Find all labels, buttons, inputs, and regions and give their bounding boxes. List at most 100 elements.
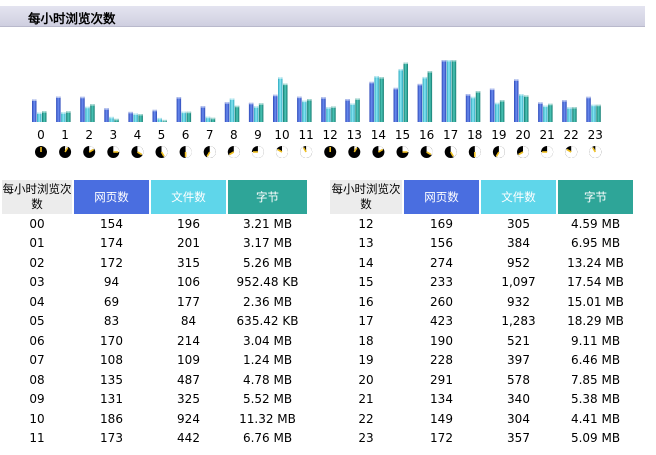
hour-cell: 05 [29,314,45,329]
hour-cell: 06 [29,333,45,348]
files-bar [374,75,379,122]
pages-bar-highlight [538,102,543,104]
table-row: 19 228 397 6.46 MB [330,351,633,371]
bytes-bar-highlight [596,104,601,107]
files-bar-highlight [229,98,235,100]
files-bar-highlight [61,112,66,114]
files-bar [133,113,138,122]
pages-cell: 172 [430,431,453,446]
hour-cell: 18 [358,333,374,348]
pages-bar [32,99,37,122]
col-header-files: 文件数 [481,180,556,214]
bytes-bar-highlight [427,71,433,73]
pages-cell: 69 [103,294,120,309]
bytes-bar [572,107,577,122]
pages-bar [321,97,326,122]
pages-cell: 135 [100,372,123,387]
hour-cell: 00 [29,216,45,231]
bytes-cell: 3.21 MB [242,216,293,231]
stats-table-left: 每小时浏览次数 网页数 文件数 字节 00 154 196 3.21 MB 01 174 2… [0,180,309,448]
hour-cell: 14 [358,255,374,270]
clock-hand-sector [300,146,313,159]
hour-cell: 22 [358,411,374,426]
pages-cell: 291 [430,372,453,387]
clock-hand [160,151,165,157]
table-row: 15 233 1,097 17.54 MB [330,273,633,293]
table-row: 06 170 214 3.04 MB [2,331,307,351]
files-bar-highlight [422,76,428,79]
table-row: 20 291 578 7.85 MB [330,370,633,390]
pages-bar-highlight [32,99,37,101]
hour-cell: 11 [29,431,45,446]
bytes-cell: 5.52 MB [242,392,293,407]
files-bar [446,60,452,122]
files-cell: 1,097 [501,275,536,290]
x-tick-label: 18 [467,128,482,142]
section-header: 每小时浏览次数 [0,6,645,27]
bytes-bar-highlight [283,83,288,86]
files-cell: 109 [177,353,200,368]
col-header-hour: 每小时浏览次数 [2,180,72,214]
pages-cell: 423 [430,314,453,329]
x-tick-label: 12 [323,128,338,142]
bytes-cell: 5.26 MB [242,255,293,270]
x-tick-label: 9 [254,128,262,142]
files-cell: 305 [507,216,530,231]
pages-bar-highlight [417,83,423,86]
files-bar-highlight [133,113,138,115]
files-bar-highlight [519,94,524,96]
x-tick-label: 2 [85,128,93,142]
x-tick-label: 4 [134,128,142,142]
table-row: 11 173 442 6.76 MB [2,429,307,449]
bytes-bar [210,117,216,122]
hour-cell: 15 [358,275,374,290]
pages-bar-highlight [393,87,398,90]
pages-bar [128,111,133,122]
col-header-bytes: 字节 [228,180,307,214]
pages-bar-highlight [273,94,278,97]
files-bar [494,102,500,122]
table-row: 08 135 487 4.78 MB [2,370,307,390]
pages-cell: 190 [430,333,453,348]
table-row: 09 131 325 5.52 MB [2,390,307,410]
files-bar-highlight [181,111,187,114]
clock-hand [518,151,524,156]
hourly-bar-chart: 0 1 2 3 4 5 6 7 8 9 10 11 12 13 14 15 16 17 18 19 20 21 22 23 [32,60,603,159]
pages-bar-highlight [465,94,471,96]
x-tick-label: 20 [515,128,530,142]
clock-hand [592,147,596,153]
bytes-bar [258,103,264,122]
bytes-bar-highlight [66,111,71,113]
bytes-bar [186,111,192,122]
files-bar-highlight [205,116,211,119]
clock-hand-sector [185,146,192,158]
files-bar [422,76,428,122]
clock-hand [229,151,235,156]
bytes-bar-highlight [42,111,47,113]
x-tick-label: 8 [230,128,238,142]
files-cell: 924 [177,411,200,426]
table-row: 03 94 106 952.48 KB [2,273,307,293]
x-tick-label: 22 [564,128,579,142]
hour-cell: 21 [358,392,374,407]
bytes-cell: 952.48 KB [236,275,299,290]
pages-bar-highlight [152,109,157,112]
files-bar-highlight [494,102,500,105]
bytes-cell: 9.11 MB [570,333,621,348]
col-header-pages: 网页数 [74,180,149,214]
pages-cell: 173 [100,431,123,446]
files-bar-highlight [278,77,283,79]
bytes-bar-highlight [499,100,505,102]
table-row: 12 169 305 4.59 MB [330,214,633,234]
bytes-bar [66,111,71,122]
bytes-bar [90,104,95,122]
bytes-cell: 4.41 MB [570,411,621,426]
x-tick-label: 13 [347,128,362,142]
hour-cell: 16 [358,294,374,309]
files-cell: 357 [507,431,530,446]
bytes-bar [283,83,288,122]
pages-cell: 134 [430,392,453,407]
pages-bar-highlight [441,60,447,62]
bytes-bar-highlight [138,114,143,116]
files-bar [278,77,283,122]
